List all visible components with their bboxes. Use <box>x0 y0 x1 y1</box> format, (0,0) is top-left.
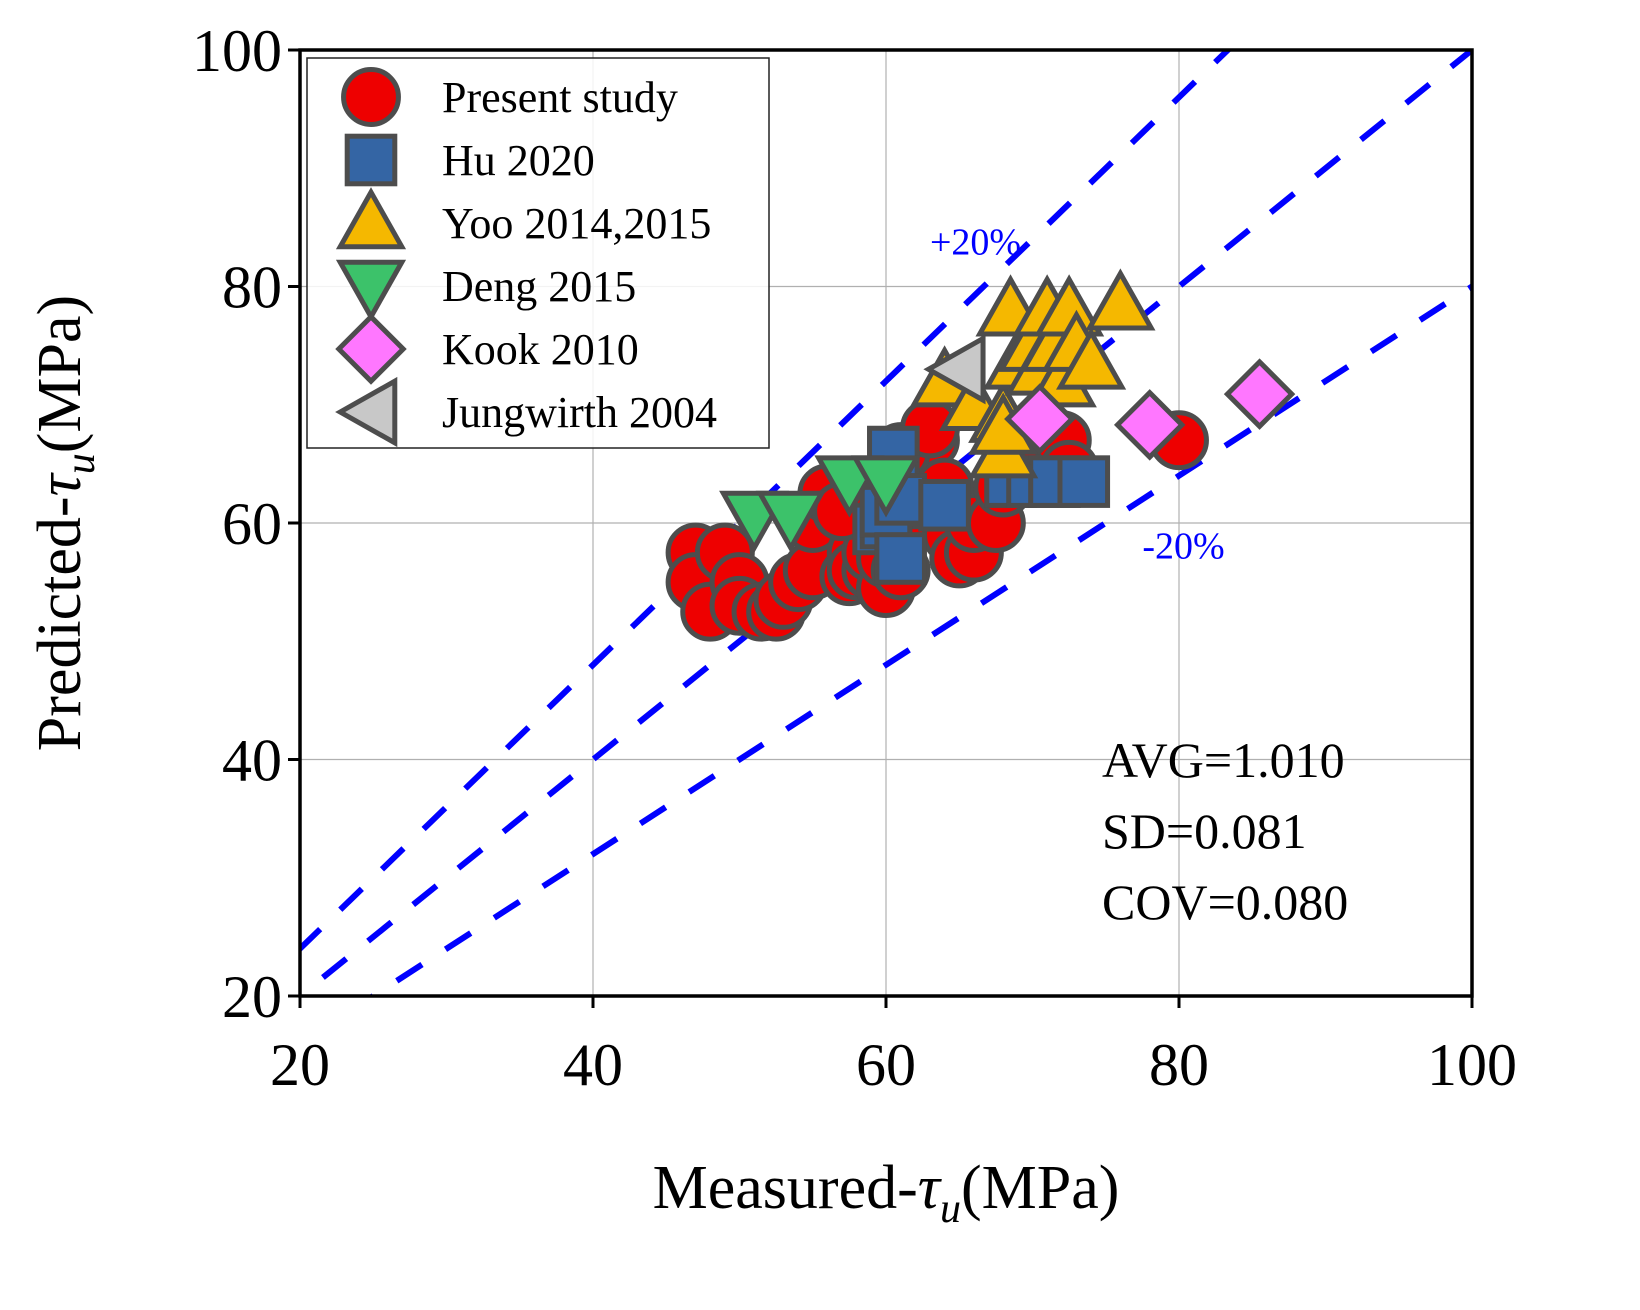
legend-label-deng-2015: Deng 2015 <box>442 262 636 311</box>
x-tick-label-0: 20 <box>270 1032 330 1098</box>
point-deng-2015-3 <box>850 455 922 518</box>
data-points <box>665 268 1296 642</box>
legend-marker-hu-2020 <box>344 133 398 187</box>
point-kook-2010-1 <box>1113 389 1186 461</box>
y-tick-label-2: 60 <box>222 491 282 557</box>
point-jungwirth-2004-0 <box>923 334 986 405</box>
legend-marker-jungwirth-2004 <box>335 376 398 448</box>
legend-label-hu-2020: Hu 2020 <box>442 136 595 185</box>
legend-marker-present-study <box>341 67 401 127</box>
statistics-box: AVG=1.010 SD=0.081 COV=0.080 <box>1102 732 1348 930</box>
y-tick-label-1: 40 <box>222 728 282 794</box>
point-hu-2020-10 <box>1057 455 1111 508</box>
x-tick-label-4: 100 <box>1427 1032 1517 1098</box>
stat-line-1: SD=0.081 <box>1102 803 1307 859</box>
reference-label--20%: -20% <box>1142 525 1224 567</box>
legend-label-jungwirth-2004: Jungwirth 2004 <box>442 388 717 437</box>
point-yoo-2014-2015-14 <box>1085 268 1156 331</box>
point-kook-2010-0 <box>1004 383 1076 455</box>
reference-line-+20% <box>300 50 1233 953</box>
reference-line-labels: +20% -20% <box>930 222 1225 568</box>
stat-line-2: COV=0.080 <box>1102 874 1348 930</box>
reference-line--20% <box>367 282 1472 996</box>
x-axis-label: Measured-τu(MPa) <box>653 1154 1120 1232</box>
y-tick-label-0: 20 <box>222 964 282 1030</box>
point-kook-2010-2 <box>1223 358 1296 430</box>
legend: Present study Hu 2020 Yoo 2014,2015 Deng 20… <box>306 57 770 449</box>
y-tick-label-3: 80 <box>222 255 282 321</box>
reference-lines <box>300 50 1472 996</box>
legend-marker-deng-2015 <box>335 259 407 322</box>
reference-label-+20%: +20% <box>930 222 1021 264</box>
axis-ticks: 20 40 60 80 100 20 40 60 80 100 <box>192 18 1517 1098</box>
legend-marker-yoo-2014-2015 <box>335 187 407 250</box>
point-hu-2020-5 <box>874 532 927 585</box>
legend-label-present-study: Present study <box>442 73 678 122</box>
x-tick-label-3: 80 <box>1149 1032 1209 1098</box>
x-tick-label-2: 60 <box>856 1032 916 1098</box>
stat-line-0: AVG=1.010 <box>1102 732 1345 788</box>
legend-label-yoo-2014-2015: Yoo 2014,2015 <box>442 199 711 248</box>
legend-marker-kook-2010 <box>335 313 407 385</box>
point-yoo-2014-2015-13 <box>1056 327 1127 390</box>
point-deng-2015-1 <box>755 490 826 553</box>
y-tick-label-4: 100 <box>192 18 282 84</box>
point-hu-2020-6 <box>918 478 971 532</box>
legend-label-kook-2010: Kook 2010 <box>442 325 639 374</box>
reference-line-equality <box>300 50 1472 996</box>
x-tick-label-1: 40 <box>563 1032 623 1098</box>
y-axis-label: Predicted-τu(MPa) <box>26 295 104 751</box>
